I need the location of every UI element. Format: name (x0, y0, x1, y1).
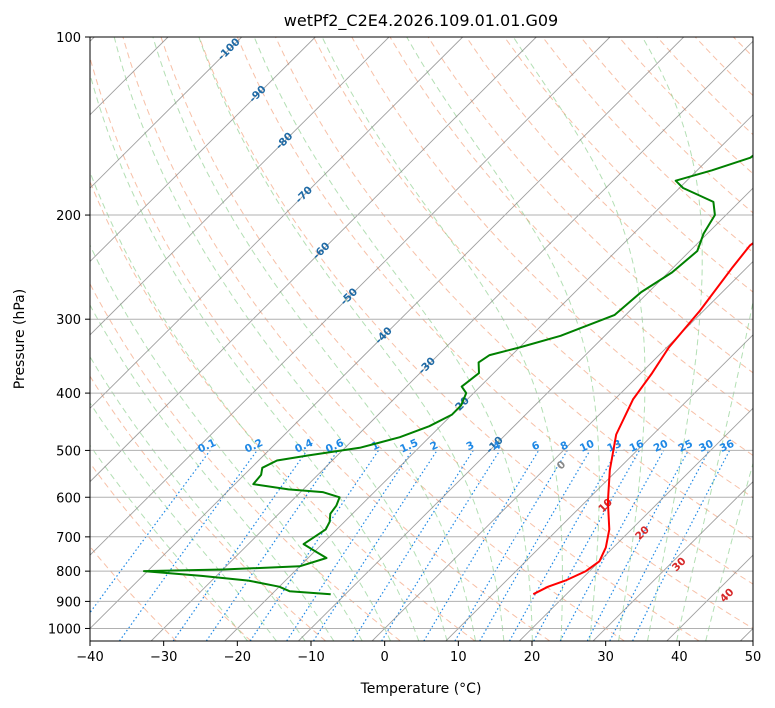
isotherm-line (298, 187, 753, 641)
mixing-ratio-line (205, 450, 339, 641)
mixing-ratio-label: 36 (718, 438, 736, 455)
y-tick-label: 900 (56, 595, 81, 610)
y-axis-title: Pressure (hPa) (12, 289, 28, 389)
isotherm-line (90, 37, 390, 336)
mixing-ratio-line (508, 450, 618, 641)
plot-frame (89, 36, 754, 642)
y-axis: 100 200 300 400 500 600 700 800 900 1000 (48, 31, 90, 637)
y-tick-label: 100 (56, 31, 81, 46)
y-tick-label: 200 (56, 209, 81, 224)
x-axis: −40 −30 −20 −10 0 10 20 30 40 50 (76, 641, 761, 665)
isotherm-line (445, 334, 753, 641)
y-tick-label: 400 (56, 387, 81, 402)
mixing-ratio-label: 3 (464, 439, 476, 453)
moist-adiabat-line (641, 37, 703, 641)
moist-adiabat-line (406, 37, 600, 641)
temperature-profile (532, 241, 753, 596)
mixing-ratio-line (90, 450, 211, 614)
x-tick-label: 40 (671, 650, 688, 665)
mixing-ratio-lines (90, 450, 731, 641)
mixing-ratio-label: 10 (578, 438, 596, 455)
plot-area: -100-90-80-70-60-50-40-30-20-10 0.1 0.2 0.… (90, 37, 753, 641)
isotherm-line (224, 114, 753, 641)
dry-adiabat-line (503, 37, 753, 293)
x-tick-label: 50 (745, 650, 762, 665)
sounding-series (142, 154, 753, 596)
mixing-ratio-line (286, 450, 413, 641)
moist-adiabat-line (676, 299, 753, 641)
mixing-ratio-line (172, 450, 308, 641)
mixing-ratio-label: 20 (652, 438, 670, 455)
x-axis-title: Temperature (°C) (360, 681, 482, 697)
mixing-ratio-line (381, 450, 501, 641)
moist-adiabat-line (113, 37, 448, 641)
moist-adiabat-line (90, 402, 277, 641)
isotherm-line (90, 37, 243, 189)
mixing-ratio-label: 30 (697, 438, 715, 455)
mixing-ratio-label: 1 (370, 439, 382, 453)
x-tick-label: −40 (76, 650, 103, 665)
dry-adiabat-line (160, 37, 700, 641)
moist-adiabat-line (705, 461, 753, 641)
mixing-ratio-label: 4 (491, 439, 503, 453)
y-tick-label: 600 (56, 491, 81, 506)
mixing-ratio-line (249, 450, 379, 641)
moist-adiabat-line (512, 37, 646, 641)
dry-adiabat-line (236, 37, 753, 585)
y-tick-label: 500 (56, 444, 81, 459)
moist-adiabat-line (152, 37, 476, 641)
x-tick-label: −20 (224, 650, 251, 665)
moist-adiabat-line (90, 355, 306, 641)
mixing-ratio-label: 25 (676, 438, 694, 455)
x-tick-label: −10 (297, 650, 324, 665)
isotherm-line (90, 37, 685, 630)
moist-adiabat-line (198, 37, 505, 641)
moist-adiabat-line (90, 444, 248, 641)
chart-title: wetPf2_C2E4.2026.109.01.01.G09 (284, 11, 558, 31)
isotherms (90, 37, 753, 641)
dry-adiabat-line (198, 37, 753, 630)
mixing-ratio-line (559, 450, 665, 641)
dry-adiabat-line (275, 37, 753, 542)
mixing-ratio-line (632, 450, 731, 641)
pressure-gridlines (90, 37, 753, 629)
mixing-ratio-line (312, 450, 438, 641)
mixing-ratio-label: 6 (530, 439, 542, 453)
x-tick-label: 10 (450, 650, 467, 665)
x-tick-label: 0 (381, 650, 389, 665)
x-tick-label: 30 (597, 650, 614, 665)
y-tick-label: 300 (56, 313, 81, 328)
isotherm-line (90, 37, 464, 409)
isotherm-line (592, 481, 753, 641)
moist-adiabat-line (90, 304, 335, 641)
dry-adiabat-line (90, 462, 252, 641)
mixing-ratio-label: 16 (628, 438, 646, 455)
isotherm-line (519, 407, 753, 641)
isotherm-line (90, 37, 316, 263)
dry-adiabat-line (90, 375, 326, 641)
x-tick-label: 20 (524, 650, 541, 665)
mixing-ratio-label: 8 (559, 439, 571, 453)
isotherm-line (150, 40, 753, 641)
mixing-ratio-line (533, 450, 640, 641)
moist-adiabat-line (90, 72, 420, 641)
mixing-ratio-label: 2 (428, 439, 440, 453)
moist-adiabat-line (253, 37, 533, 641)
y-tick-label: 1000 (48, 622, 81, 637)
dry-adiabat-line (313, 37, 753, 499)
y-tick-label: 700 (56, 531, 81, 546)
x-tick-label: −30 (150, 650, 177, 665)
dry-adiabat-line (90, 55, 550, 641)
mixing-ratio-line (119, 450, 258, 641)
isotherm-line (90, 37, 611, 556)
isotherm-line (90, 37, 537, 483)
dewpoint-profile (142, 154, 753, 596)
y-tick-label: 800 (56, 565, 81, 580)
